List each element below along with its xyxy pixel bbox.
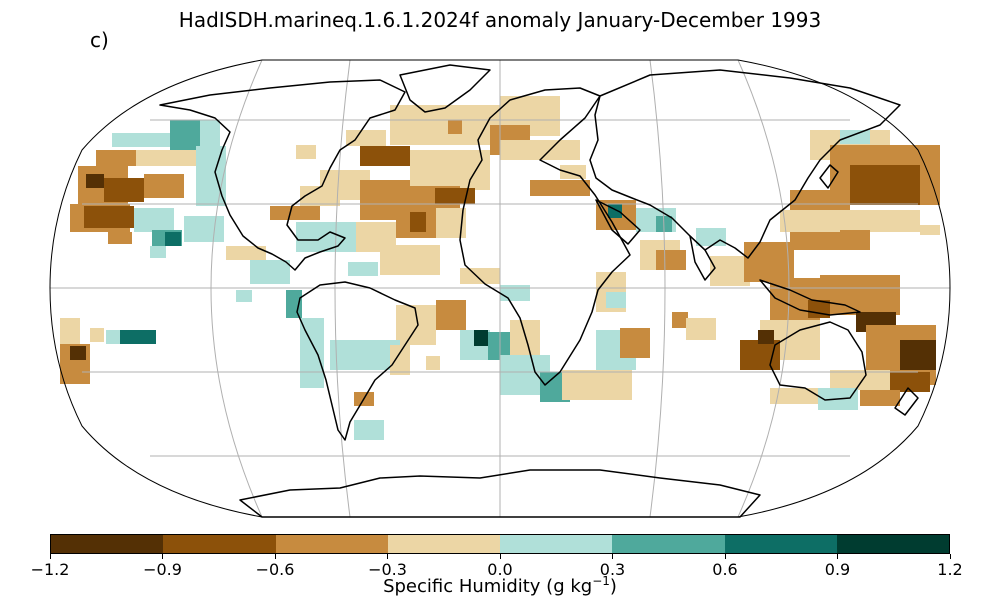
colorbar-label-prefix: Specific Humidity (g kg xyxy=(383,576,593,597)
colorbar-tick xyxy=(499,554,501,559)
europe-africa-outline xyxy=(459,87,631,386)
colorbar-tick-label: 1.2 xyxy=(937,560,963,579)
colorbar-segment xyxy=(163,535,276,553)
colorbar-tick xyxy=(724,554,726,559)
colorbar-segment xyxy=(500,535,613,553)
colorbar-segment xyxy=(275,535,388,553)
colorbar-label-suffix: ) xyxy=(609,576,617,597)
colorbar-tick xyxy=(162,554,163,559)
world-map xyxy=(49,59,951,518)
colorbar-tick xyxy=(612,554,613,559)
indonesia-outline xyxy=(759,279,861,316)
colorbar-tick-label: −1.2 xyxy=(30,560,70,579)
colorbar-tick xyxy=(387,554,388,559)
colorbar-tick xyxy=(274,554,276,559)
colorbar-segment xyxy=(612,535,725,553)
colorbar-tick-label: −0.9 xyxy=(143,560,182,579)
antarctica-outline xyxy=(239,469,761,518)
colorbar-label-exponent: −1 xyxy=(592,574,610,588)
colorbar-tick xyxy=(49,554,51,559)
asia-outline xyxy=(589,69,901,259)
colorbar-tick-label: −0.3 xyxy=(368,560,407,579)
colorbar-ticks: −1.2 −0.9 −0.6 −0.3 0.0 0.3 0.6 0.9 1.2 xyxy=(31,554,963,584)
colorbar-tick-label: −0.6 xyxy=(255,560,295,579)
colorbar-tick-label: 0.9 xyxy=(824,560,851,579)
colorbar-segment xyxy=(51,535,164,553)
arabia-outline xyxy=(595,199,641,245)
greenland-outline xyxy=(399,64,491,113)
colorbar xyxy=(50,534,950,554)
colorbar-segment xyxy=(724,535,837,553)
india-outline xyxy=(689,235,716,281)
colorbar-segment xyxy=(836,535,949,553)
colorbar-tick-label: 0.6 xyxy=(712,560,738,579)
south-america-outline xyxy=(296,281,419,441)
map-title: HadISDH.marineq.1.6.1.2024f anomaly Janu… xyxy=(178,8,822,32)
japan-outline xyxy=(819,164,839,189)
colorbar-label: Specific Humidity (g kg−1) xyxy=(0,574,1000,597)
colorbar-tick xyxy=(949,554,951,559)
australia-outline xyxy=(769,321,867,401)
panel-label: c) xyxy=(90,28,109,52)
colorbar-tick xyxy=(837,554,838,559)
colorbar-tick-label: 0.0 xyxy=(487,560,513,579)
north-america-outline xyxy=(159,79,406,271)
map-border xyxy=(49,59,951,518)
graticule xyxy=(50,59,950,518)
colorbar-tick-label: 0.3 xyxy=(599,560,626,579)
colorbar-segment xyxy=(387,535,500,553)
coastlines xyxy=(159,64,919,518)
new-zealand-outline xyxy=(894,387,919,416)
